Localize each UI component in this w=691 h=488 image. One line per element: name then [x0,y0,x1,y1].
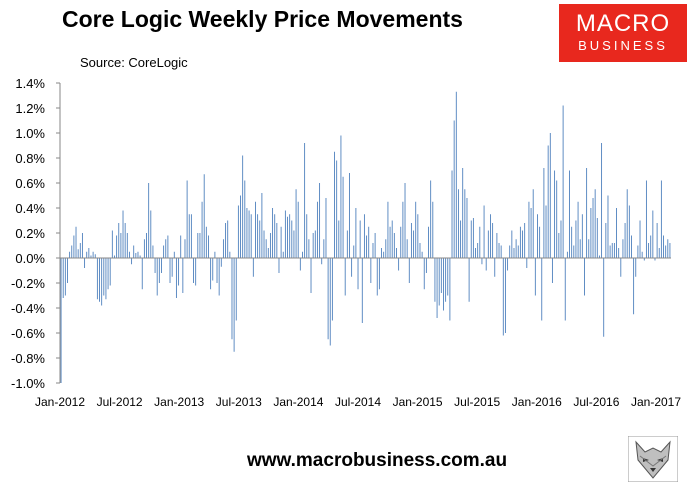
wolf-head-icon [628,436,678,482]
logo-text-business: BUSINESS [578,38,668,53]
x-tick-label: Jan-2013 [154,395,204,409]
x-tick-label: Jan-2016 [512,395,562,409]
y-tick-label: 0.0% [15,251,45,266]
y-tick-label: 1.4% [15,76,45,91]
x-tick-label: Jul-2014 [335,395,381,409]
y-tick-label: 0.4% [15,201,45,216]
weekly-price-chart: 1.4% 1.2% 1.0% 0.8% 0.6% 0.4% 0.2% 0.0% -0.2% -0.… [11,76,681,409]
y-tick-label: 0.6% [15,176,45,191]
x-tick-label: Jan-2015 [393,395,443,409]
y-tick-label: -0.2% [11,276,45,291]
source-note: Source: CoreLogic [80,55,188,70]
website-url[interactable]: www.macrobusiness.com.au [247,450,508,471]
x-tick-label: Jan-2014 [273,395,323,409]
y-tick-label: -0.8% [11,351,45,366]
y-tick-label: 1.0% [15,126,45,141]
y-tick-label: -1.0% [11,376,45,391]
x-tick-label: Jul-2015 [454,395,500,409]
y-tick-label: 0.2% [15,226,45,241]
y-tick-label: 1.2% [15,101,45,116]
macro-business-logo[interactable]: MACRO BUSINESS [559,4,687,62]
x-tick-label: Jul-2012 [97,395,143,409]
x-tick-label: Jul-2013 [216,395,262,409]
y-tick-label: 0.8% [15,151,45,166]
chart-title: Core Logic Weekly Price Movements [62,6,463,32]
y-tick-label: -0.4% [11,301,45,316]
y-tick-label: -0.6% [11,326,45,341]
logo-text-macro: MACRO [575,10,671,37]
x-tick-label: Jan-2012 [35,395,85,409]
x-tick-label: Jul-2016 [573,395,619,409]
x-tick-label: Jan-2017 [631,395,681,409]
